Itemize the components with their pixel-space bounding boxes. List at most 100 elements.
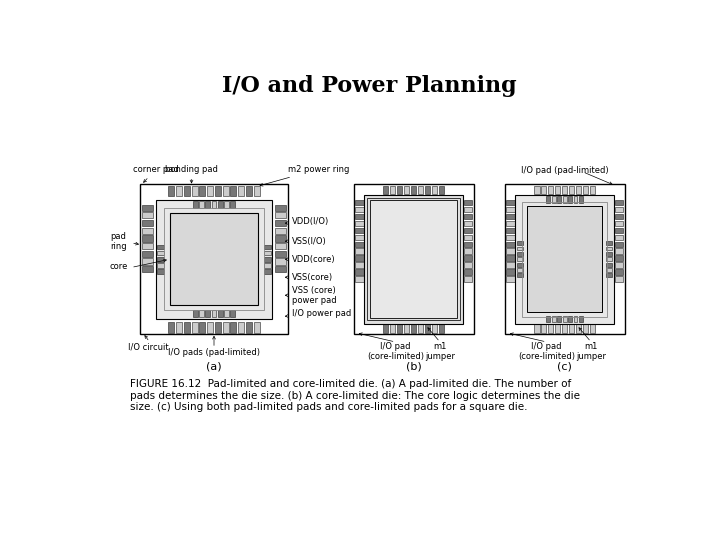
Bar [390, 186, 395, 194]
Text: VSS(core): VSS(core) [285, 273, 333, 282]
Bar [464, 221, 472, 226]
Bar [464, 248, 472, 254]
Text: I/O circuit: I/O circuit [128, 342, 168, 351]
Bar [506, 262, 515, 268]
Bar [354, 184, 474, 334]
Bar [506, 228, 515, 233]
Bar [548, 325, 554, 333]
Bar [506, 207, 515, 212]
Text: m2 power ring: m2 power ring [260, 165, 349, 186]
Bar [527, 206, 602, 312]
Bar [238, 322, 244, 333]
Text: bonding pad: bonding pad [165, 165, 218, 183]
Bar [355, 255, 364, 261]
Bar [606, 257, 612, 261]
Bar [506, 221, 515, 226]
Bar [438, 186, 444, 194]
Text: VDD(I/O): VDD(I/O) [285, 217, 330, 226]
Bar [418, 186, 423, 194]
Bar [506, 255, 515, 261]
Bar [615, 255, 624, 261]
Text: (a): (a) [206, 361, 222, 372]
Text: I/O and Power Planning: I/O and Power Planning [222, 76, 516, 97]
Text: corner pad: corner pad [133, 165, 179, 183]
Bar [275, 251, 286, 257]
Bar [264, 269, 271, 274]
Bar [205, 201, 210, 208]
Bar [158, 245, 164, 249]
Bar [355, 214, 364, 219]
Bar [606, 247, 612, 251]
Bar [192, 322, 198, 333]
Bar [355, 200, 364, 205]
Bar [579, 316, 583, 322]
Bar [541, 186, 546, 194]
Bar [275, 228, 286, 234]
Bar [615, 207, 624, 212]
Bar [590, 325, 595, 333]
Bar [541, 325, 546, 333]
Bar [506, 241, 515, 247]
Bar [464, 276, 472, 281]
Bar [615, 276, 624, 281]
Bar [176, 186, 182, 197]
Bar [238, 186, 244, 197]
Bar [355, 241, 364, 247]
Bar [590, 186, 595, 194]
Bar [193, 310, 198, 318]
Bar [168, 186, 174, 197]
Bar [563, 316, 567, 322]
Bar [212, 201, 216, 208]
Bar [275, 212, 286, 218]
Bar [516, 195, 614, 323]
Bar [142, 266, 153, 272]
Bar [364, 195, 463, 323]
Bar [557, 197, 561, 202]
Bar [164, 208, 264, 310]
Bar [615, 248, 624, 254]
Bar [425, 325, 431, 333]
Bar [548, 186, 554, 194]
Bar [506, 269, 515, 275]
Bar [606, 262, 612, 267]
Bar [215, 322, 221, 333]
Bar [464, 241, 472, 247]
Bar [562, 325, 567, 333]
Bar [142, 212, 153, 218]
Bar [517, 252, 523, 256]
Bar [517, 262, 523, 267]
Bar [568, 316, 572, 322]
Bar [464, 228, 472, 233]
Bar [506, 200, 515, 205]
Bar [275, 205, 286, 211]
Bar [562, 186, 567, 194]
Bar [193, 201, 198, 208]
Bar [253, 186, 260, 197]
Bar [569, 325, 575, 333]
Bar [170, 213, 258, 305]
Bar [576, 186, 581, 194]
Bar [275, 235, 286, 241]
Bar [583, 186, 588, 194]
Bar [207, 322, 213, 333]
Bar [264, 263, 271, 268]
Bar [205, 310, 210, 318]
Bar [555, 186, 560, 194]
Bar [158, 251, 164, 255]
Text: FIGURE 16.12  Pad-limited and core-limited die. (a) A pad-limited die. The numbe: FIGURE 16.12 Pad-limited and core-limite… [130, 379, 580, 412]
Bar [505, 184, 625, 334]
Bar [158, 263, 164, 268]
Bar [517, 247, 523, 251]
Bar [615, 200, 624, 205]
Bar [517, 241, 523, 245]
Bar [222, 186, 229, 197]
Bar [390, 325, 395, 333]
Bar [517, 273, 523, 278]
Bar [370, 200, 457, 318]
Bar [615, 269, 624, 275]
Bar [606, 268, 612, 272]
Bar [517, 257, 523, 261]
Bar [552, 197, 556, 202]
Bar [142, 235, 153, 241]
Bar [576, 325, 581, 333]
